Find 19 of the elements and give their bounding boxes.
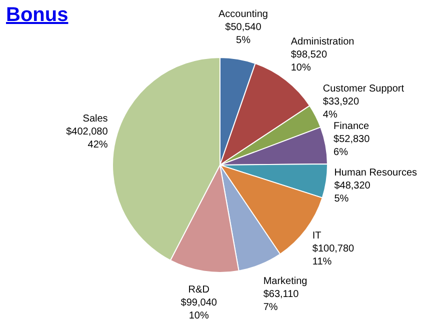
slice-label: Sales [82,114,108,125]
slice-label: Marketing [263,276,308,288]
data-label: $50,540 5% [225,22,262,46]
slice-label: Finance [334,121,370,132]
data-label: $100,780 11% [312,243,355,268]
data-label: $99,040 10% [180,298,218,322]
slice-label: Human Resources [334,168,418,179]
data-label: $33,920 4% [322,96,360,120]
data-label: $52,830 6% [334,134,370,158]
slice-label: Accounting [218,9,268,20]
slice-label: Customer Support [322,83,404,94]
slice-label: Administration [290,36,354,48]
chart-title: Bonus [6,4,68,27]
data-label: $98,520 10% [290,50,328,74]
slice-label: R&D [188,284,210,296]
data-label: $48,320 5% [334,180,371,205]
data-label: $63,110 7% [263,289,300,314]
data-label: $402,080 42% [66,126,108,151]
slice-label: IT [312,230,322,242]
